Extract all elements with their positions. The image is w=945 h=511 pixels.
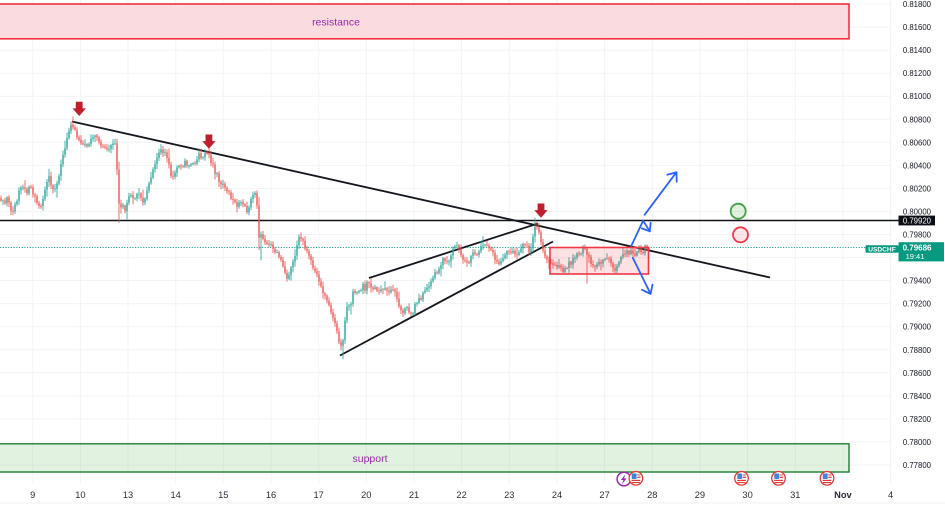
svg-text:0.80200: 0.80200 [903, 184, 932, 193]
svg-text:0.81000: 0.81000 [903, 92, 932, 101]
svg-text:29: 29 [695, 490, 705, 500]
svg-text:0.81400: 0.81400 [903, 46, 932, 55]
svg-text:0.80800: 0.80800 [903, 115, 932, 124]
svg-text:9: 9 [30, 490, 35, 500]
svg-text:0.79920: 0.79920 [903, 216, 932, 225]
svg-text:4: 4 [888, 490, 893, 500]
svg-text:16: 16 [266, 490, 276, 500]
svg-text:0.79200: 0.79200 [903, 300, 932, 309]
svg-text:USDCHF: USDCHF [868, 246, 895, 253]
svg-text:0.78000: 0.78000 [903, 438, 932, 447]
svg-text:15: 15 [218, 490, 228, 500]
svg-text:21: 21 [409, 490, 419, 500]
svg-text:0.78200: 0.78200 [903, 415, 932, 424]
svg-text:0.81200: 0.81200 [903, 69, 932, 78]
svg-text:22: 22 [456, 490, 466, 500]
svg-text:resistance: resistance [312, 17, 360, 29]
svg-text:0.78600: 0.78600 [903, 369, 932, 378]
svg-text:0.79000: 0.79000 [903, 323, 932, 332]
svg-text:27: 27 [599, 490, 609, 500]
svg-text:0.81600: 0.81600 [903, 23, 932, 32]
svg-text:0.78400: 0.78400 [903, 392, 932, 401]
svg-text:support: support [352, 453, 387, 465]
svg-text:28: 28 [647, 490, 657, 500]
svg-text:0.80400: 0.80400 [903, 161, 932, 170]
svg-text:31: 31 [790, 490, 800, 500]
svg-text:Nov: Nov [834, 490, 852, 500]
svg-text:23: 23 [504, 490, 514, 500]
svg-text:0.77800: 0.77800 [903, 461, 932, 470]
svg-text:0.80000: 0.80000 [903, 208, 932, 217]
svg-text:17: 17 [314, 490, 324, 500]
svg-text:13: 13 [123, 490, 133, 500]
svg-text:30: 30 [742, 490, 752, 500]
svg-text:0.81800: 0.81800 [903, 0, 932, 9]
svg-text:0.78800: 0.78800 [903, 346, 932, 355]
svg-text:0.79686: 0.79686 [903, 244, 932, 253]
svg-text:24: 24 [552, 490, 562, 500]
svg-text:20: 20 [361, 490, 371, 500]
svg-text:14: 14 [171, 490, 181, 500]
svg-text:0.79400: 0.79400 [903, 277, 932, 286]
svg-text:19:41: 19:41 [906, 252, 925, 261]
svg-text:0.80600: 0.80600 [903, 138, 932, 147]
svg-text:0.79800: 0.79800 [903, 231, 932, 240]
svg-text:10: 10 [75, 490, 85, 500]
